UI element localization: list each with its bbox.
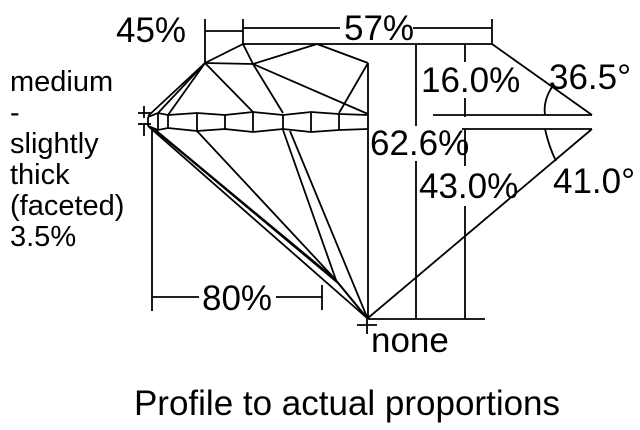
crown-height-label: 16.0% (421, 61, 520, 100)
girdle-description-line: slightly (10, 128, 99, 160)
crown-angle-label: 36.5° (549, 58, 631, 97)
total-depth-label: 62.6% (370, 124, 469, 163)
angle-arc-marks (543, 86, 557, 162)
top-measurement-lines (204, 19, 493, 63)
girdle-description-line: medium (10, 66, 113, 98)
girdle-thickness-ticks (138, 106, 151, 136)
diagram-caption: Profile to actual proportions (134, 384, 560, 423)
crown-facet-lines (147, 43, 369, 117)
girdle-band (147, 111, 369, 133)
culet-markers (357, 315, 485, 334)
star-length-label: 45% (116, 11, 186, 50)
pavilion-depth-label: 43.0% (419, 167, 518, 206)
pavilion-angle-label: 41.0° (553, 162, 635, 201)
girdle-description: medium - slightly thick (faceted) 3.5% (10, 66, 124, 253)
girdle-description-line: (faceted) (10, 190, 124, 222)
culet-label: none (371, 321, 449, 360)
girdle-description-line: 3.5% (10, 221, 76, 253)
lower-girdle-measurement-lines (151, 129, 323, 311)
girdle-description-line: - (10, 97, 20, 129)
lower-girdle-label: 80% (202, 279, 272, 318)
pavilion-facet-lines (152, 127, 368, 319)
diamond-silhouette (147, 43, 593, 319)
table-size-label: 57% (344, 9, 414, 48)
depth-measurement-lines (415, 44, 466, 319)
girdle-description-line: thick (10, 159, 70, 191)
